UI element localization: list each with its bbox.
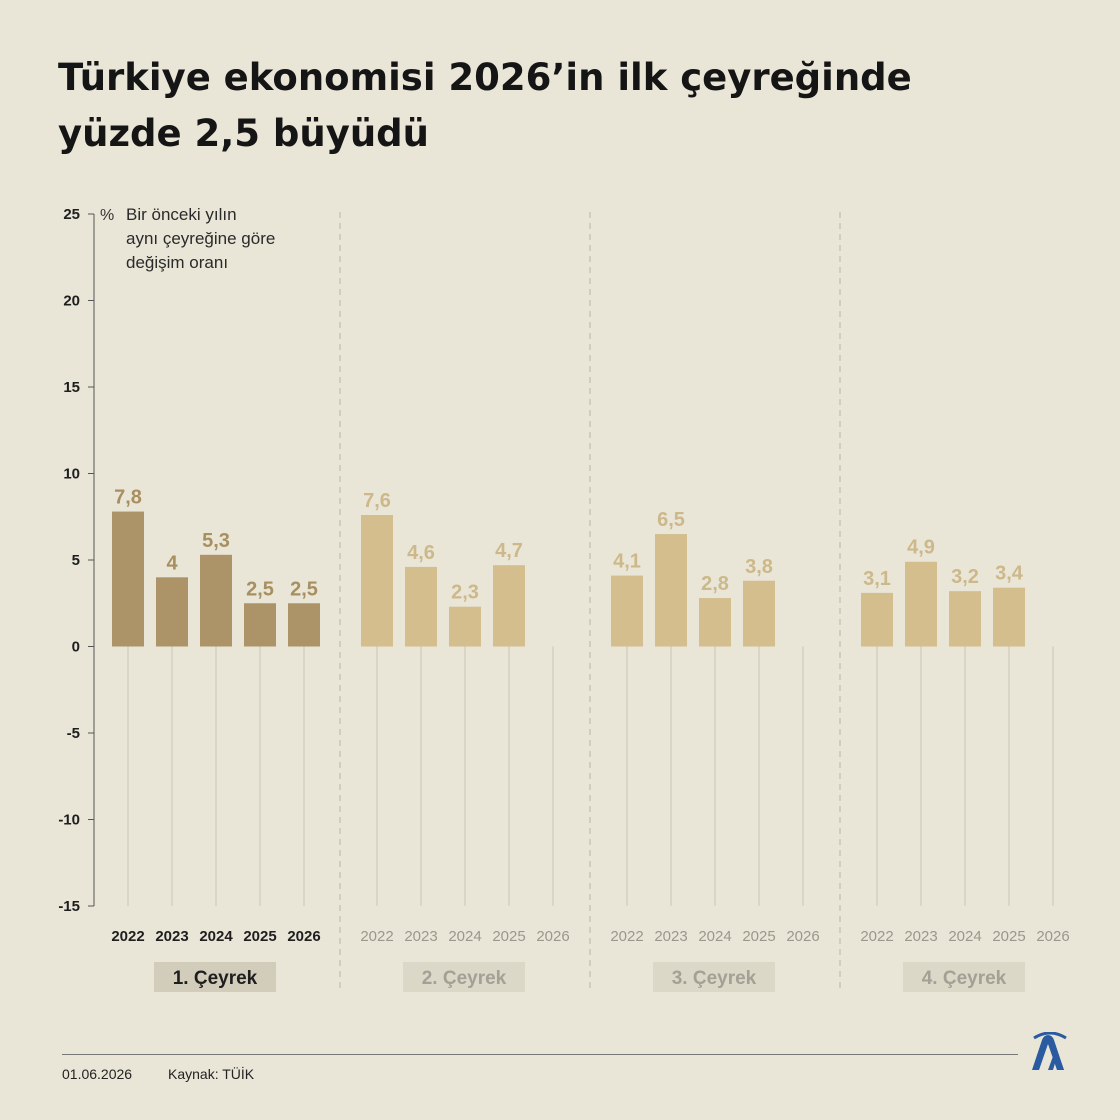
quarter-label: 2. Çeyrek: [422, 968, 507, 989]
y-tick-label: 10: [63, 466, 80, 483]
x-tick-label: 2024: [199, 928, 233, 945]
bar: [200, 554, 232, 647]
bar: [244, 603, 276, 647]
x-tick-label: 2022: [111, 928, 144, 945]
x-tick-label: 2023: [155, 928, 188, 945]
x-tick-label: 2025: [243, 928, 276, 945]
bar-value-label: 2,5: [246, 578, 274, 600]
bar-value-label: 3,4: [995, 563, 1024, 585]
bar-value-label: 7,8: [114, 487, 142, 509]
x-tick-label: 2025: [492, 928, 525, 945]
bar: [949, 591, 981, 647]
aa-logo-icon: [1032, 1032, 1067, 1070]
x-tick-label: 2025: [742, 928, 775, 945]
bar-value-label: 3,1: [863, 568, 891, 590]
x-tick-label: 2023: [404, 928, 437, 945]
footer-date: 01.06.2026: [62, 1066, 133, 1082]
bar-value-label: 3,8: [745, 556, 773, 578]
y-tick-label: 20: [63, 293, 80, 310]
bar: [611, 575, 643, 647]
y-tick-label: -10: [58, 812, 80, 829]
quarter-badge: [154, 962, 276, 992]
bar: [861, 592, 893, 647]
x-tick-label: 2026: [1036, 928, 1069, 945]
x-tick-label: 2023: [904, 928, 937, 945]
y-tick-label: -5: [67, 725, 80, 742]
quarter-label: 1. Çeyrek: [173, 968, 258, 989]
quarter-label: 4. Çeyrek: [922, 968, 1007, 989]
chart-note-line: değişim oranı: [126, 253, 228, 272]
bar-value-label: 2,5: [290, 578, 318, 600]
bar: [655, 534, 687, 647]
bar: [699, 598, 731, 647]
chart-title-line-2: yüzde 2,5 büyüdü: [58, 112, 429, 155]
bar: [905, 561, 937, 647]
x-tick-label: 2022: [860, 928, 893, 945]
x-tick-label: 2022: [360, 928, 393, 945]
bar-value-label: 2,8: [701, 573, 729, 595]
quarter-badge: [653, 962, 775, 992]
x-tick-label: 2024: [948, 928, 981, 945]
x-tick-label: 2026: [786, 928, 819, 945]
bar: [288, 603, 320, 647]
y-unit-label: %: [100, 207, 114, 224]
bar: [405, 566, 437, 647]
bar: [993, 587, 1025, 647]
bar-value-label: 5,3: [202, 530, 230, 552]
bar: [156, 577, 188, 647]
x-tick-label: 2024: [448, 928, 481, 945]
chart-title-line-1: Türkiye ekonomisi 2026’in ilk çeyreğinde: [58, 56, 912, 99]
bar: [493, 565, 525, 647]
quarter-label: 3. Çeyrek: [672, 968, 757, 989]
bar-value-label: 3,2: [951, 566, 979, 588]
bar-value-label: 6,5: [657, 509, 685, 531]
quarter-badge: [403, 962, 525, 992]
y-tick-label: -15: [58, 898, 80, 915]
bar-value-label: 4,6: [407, 542, 435, 564]
quarter-badge: [903, 962, 1025, 992]
x-tick-label: 2025: [992, 928, 1025, 945]
bar: [112, 511, 144, 647]
bar-chart: 25 20 15 10 5 0 -5 -10 -15% Bir önceki yılın aynı …: [58, 205, 1070, 992]
bar: [743, 580, 775, 647]
footer-source: Kaynak: TÜİK: [168, 1066, 255, 1082]
y-tick-label: 5: [72, 552, 80, 569]
x-tick-label: 2024: [698, 928, 731, 945]
bar-value-label: 4,9: [907, 537, 935, 559]
bar-value-label: 7,6: [363, 490, 391, 512]
x-tick-label: 2022: [610, 928, 643, 945]
chart-note-line: Bir önceki yılın: [126, 205, 237, 224]
x-tick-label: 2026: [536, 928, 569, 945]
chart-title: Türkiye ekonomisi 2026’in ilk çeyreğinde…: [58, 50, 1058, 162]
y-tick-label: 25: [63, 206, 80, 223]
bar-value-label: 4,1: [613, 551, 641, 573]
footer-divider: [62, 1054, 1018, 1055]
bar: [361, 515, 393, 647]
bar: [449, 606, 481, 647]
y-tick-label: 0: [72, 639, 80, 656]
bar-value-label: 4,7: [495, 540, 523, 562]
x-tick-label: 2023: [654, 928, 687, 945]
bar-value-label: 2,3: [451, 582, 479, 604]
x-tick-label: 2026: [287, 928, 320, 945]
y-tick-label: 15: [63, 379, 80, 396]
chart-note-line: aynı çeyreğine göre: [126, 229, 275, 248]
bar-value-label: 4: [166, 552, 178, 574]
